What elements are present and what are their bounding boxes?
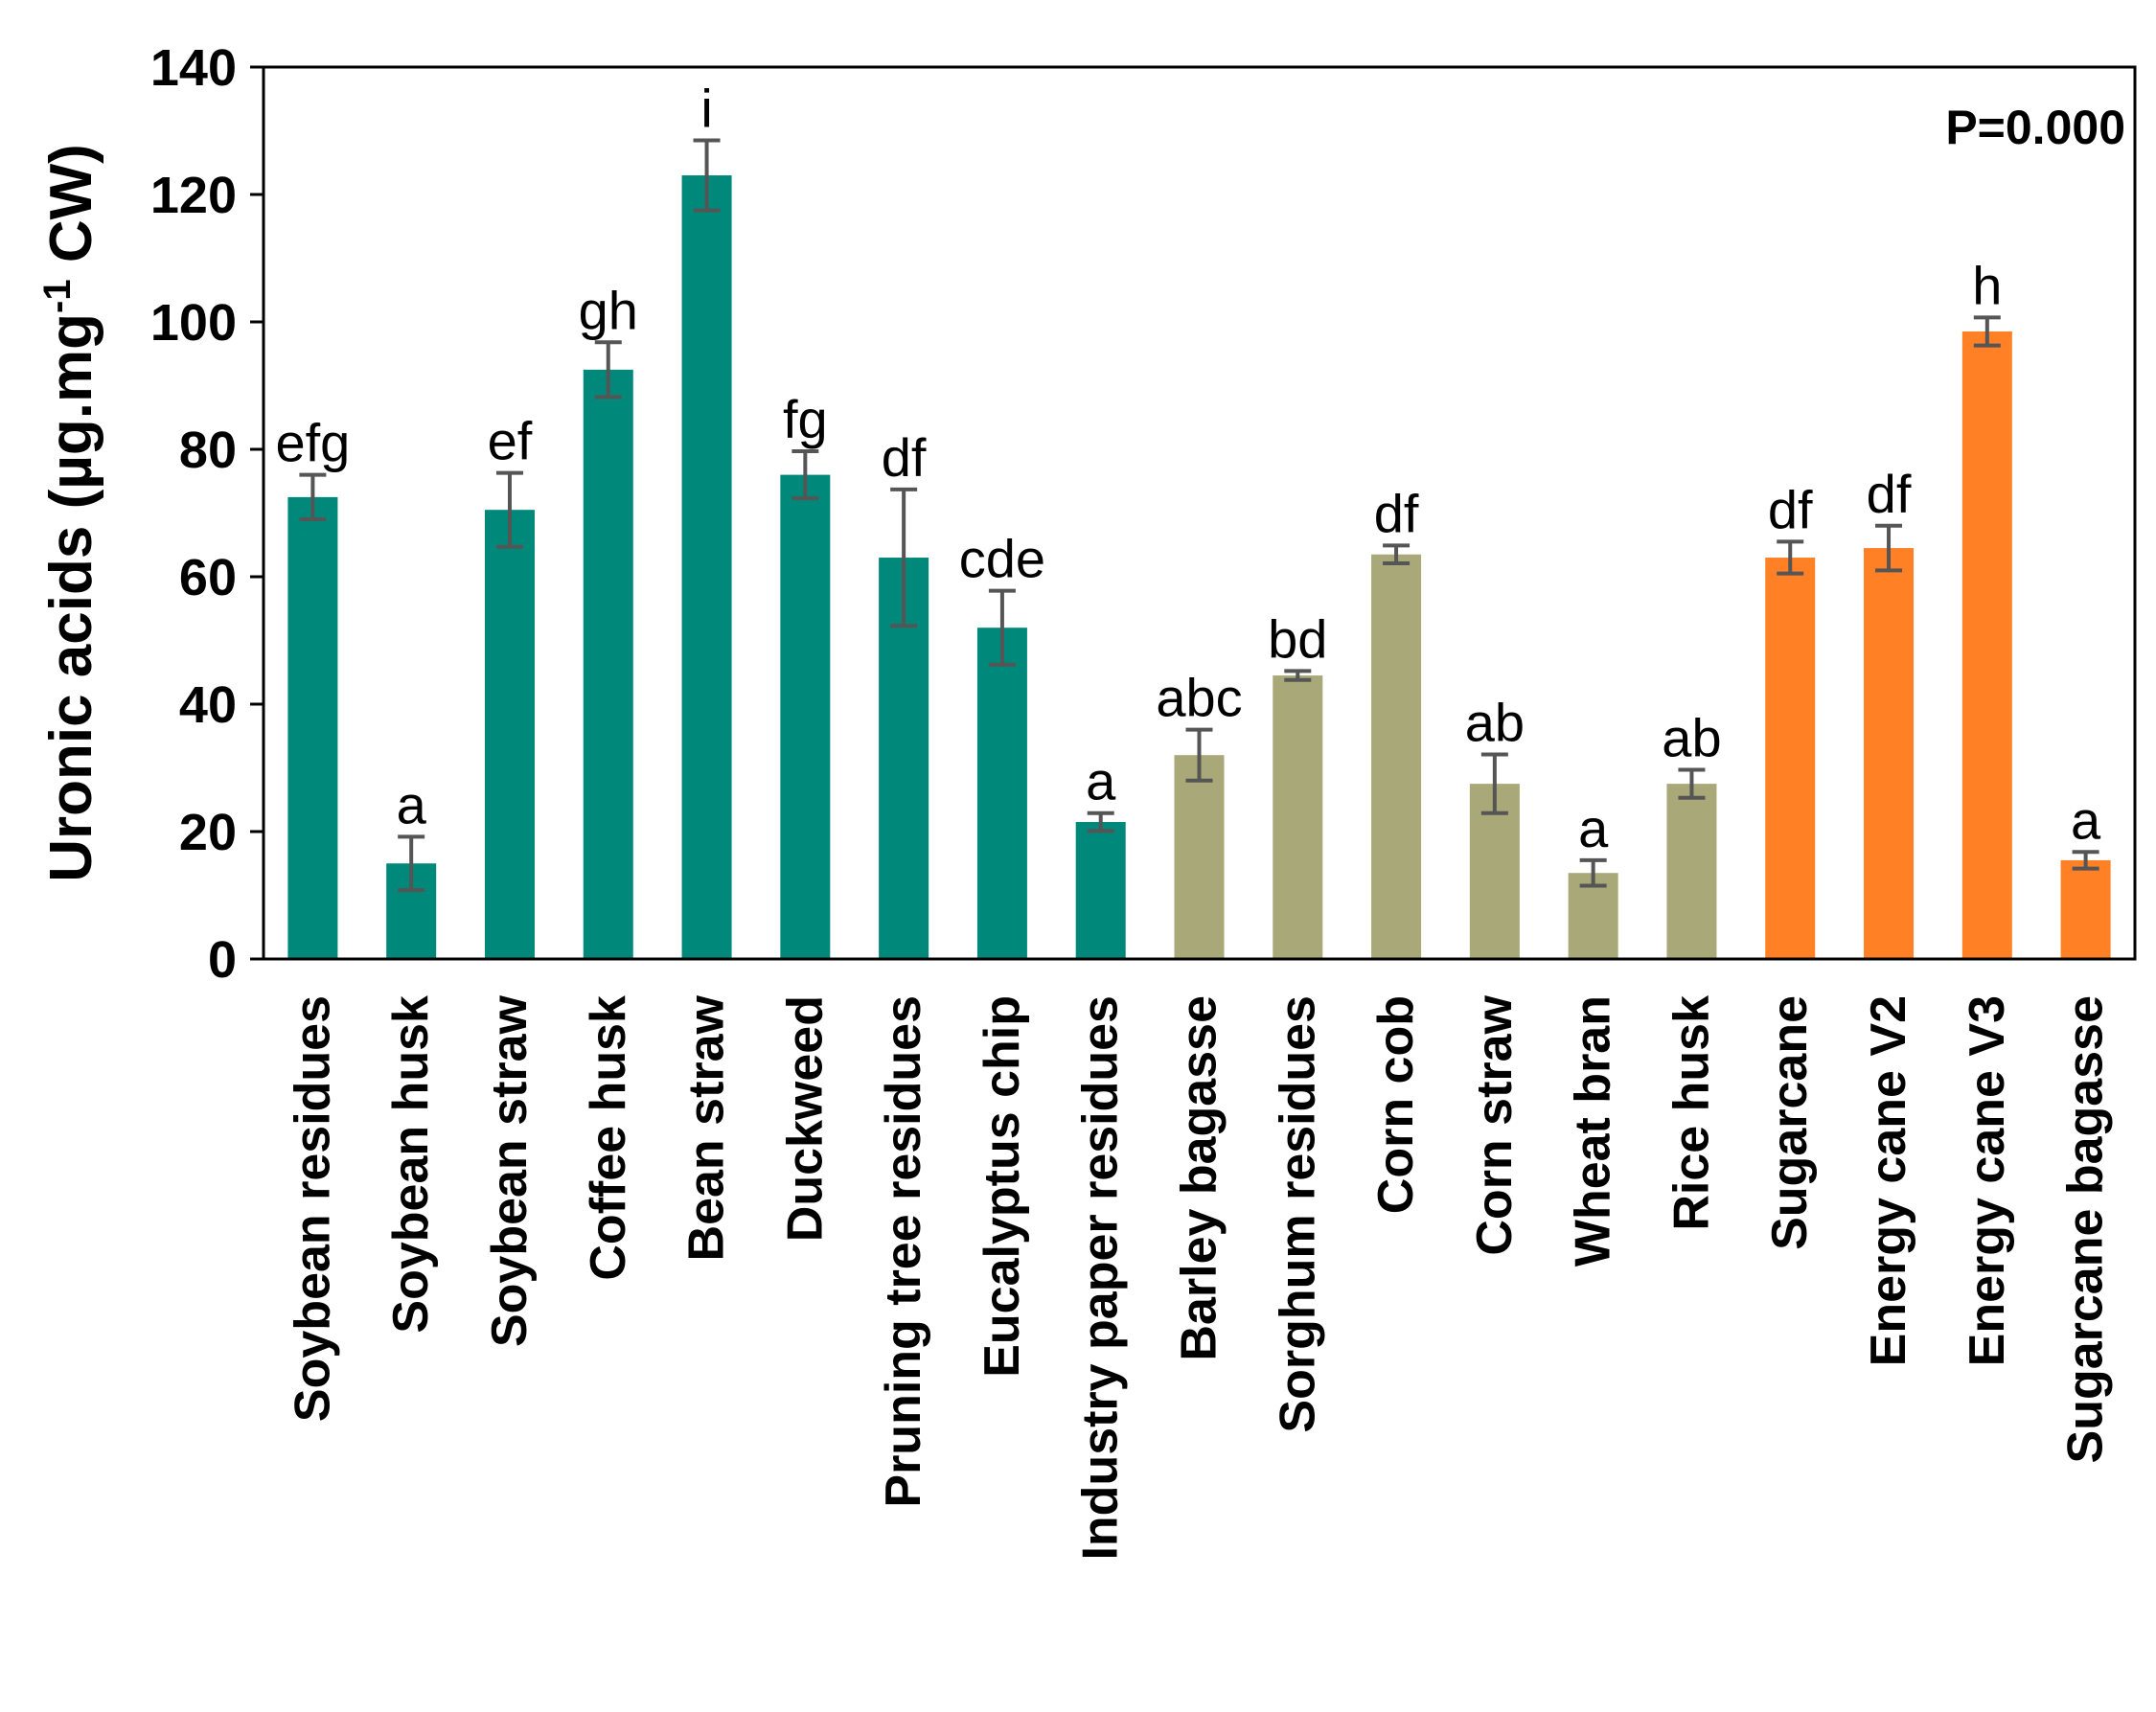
category-label-2: Soybean straw [482,994,538,1347]
category-label-5: Duckweed [777,995,833,1242]
significance-label-17: h [1972,255,2002,315]
y-tick-label-6: 120 [150,167,237,224]
y-tick-label-5: 100 [150,294,237,352]
error-bar-2 [495,470,523,549]
error-bar-6 [890,487,918,628]
error-bar-12 [1480,752,1508,815]
error-bar-18 [2072,850,2099,871]
y-axis-title-superscript: -1 [36,279,79,313]
error-bar-14 [1678,767,1706,800]
category-label-12: Corn straw [1467,994,1523,1255]
category-label-15: Sugarcane [1762,995,1818,1250]
category-label-11: Corn cob [1368,995,1424,1214]
bar-17 [1961,331,2012,960]
error-bar-5 [791,448,819,501]
error-bar-11 [1383,543,1411,566]
category-label-3: Coffee husk [581,995,636,1281]
bar-0 [287,496,338,959]
p-value-annotation: P=0.000 [1945,101,2125,154]
significance-label-15: df [1768,479,1813,539]
error-bar-0 [299,472,327,522]
significance-label-7: cde [959,529,1045,589]
y-tick-label-1: 20 [179,804,237,861]
significance-label-8: a [1086,751,1116,811]
category-label-13: Wheat bran [1566,995,1621,1267]
significance-label-12: ab [1465,693,1525,753]
category-label-9: Barley bagasse [1172,995,1227,1361]
bar-8 [1075,822,1126,959]
category-label-4: Bean straw [679,994,735,1261]
error-bar-1 [398,834,425,893]
y-axis-title: Uronic acids (µg.mg-1 CW) [36,144,104,882]
significance-label-18: a [2071,789,2101,850]
error-bars-layer [299,138,2099,893]
y-axis-title-main: Uronic acids (µg.mg [38,313,104,882]
y-ticks-layer: 0 20 40 60 80 100 120 140 [150,39,264,989]
error-bar-15 [1777,539,1804,576]
significance-label-10: bd [1268,608,1327,669]
bar-4 [681,175,732,960]
y-tick-label-0: 0 [208,931,237,989]
bar-10 [1273,675,1323,959]
category-label-6: Pruning tree residues [876,995,931,1508]
significance-label-11: df [1374,483,1419,543]
significance-label-9: abc [1156,668,1242,728]
category-label-7: Eucalyptus chip [975,995,1030,1378]
significance-label-13: a [1578,798,1609,858]
bars-layer [287,175,2111,960]
category-labels-layer: Soybean residues Soybean husk Soybean stra… [285,994,2113,1560]
category-label-18: Sugarcane bagasse [2058,995,2114,1463]
plot-frame-border [262,65,2137,961]
y-tick-label-4: 80 [179,422,237,479]
category-label-10: Sorghum residues [1270,995,1325,1433]
error-bar-10 [1284,669,1312,682]
category-label-16: Energy cane V2 [1861,995,1916,1366]
error-bar-8 [1087,810,1114,833]
significance-label-2: ef [488,411,533,471]
bar-18 [2060,859,2111,959]
y-tick-label-7: 140 [150,39,237,97]
significance-label-3: gh [579,280,638,340]
category-label-0: Soybean residues [285,995,340,1422]
significance-label-1: a [397,774,427,834]
bar-3 [583,369,633,959]
significance-label-16: df [1867,464,1912,524]
y-tick-label-2: 40 [179,676,237,734]
category-label-17: Energy cane V3 [1960,995,2015,1366]
bar-7 [976,628,1027,959]
y-axis-title-group: Uronic acids (µg.mg-1 CW) [36,144,104,882]
error-bar-13 [1579,857,1607,888]
error-bar-16 [1875,523,1903,573]
significance-label-4: i [700,78,712,138]
bar-9 [1174,755,1225,959]
significance-label-0: efg [275,413,350,473]
plot-frame [262,65,2137,961]
error-bar-17 [1973,315,2001,348]
bar-15 [1765,558,1816,959]
bar-16 [1864,548,1915,959]
y-tick-label-3: 60 [179,549,237,606]
significance-label-6: df [882,427,927,488]
error-bar-9 [1185,727,1213,783]
y-axis-title-suffix: CW) [38,144,104,279]
bar-11 [1371,554,1422,959]
bar-5 [780,474,831,959]
category-label-14: Rice husk [1663,995,1719,1231]
significance-label-14: ab [1662,707,1721,767]
category-label-1: Soybean husk [383,995,439,1334]
error-bar-7 [988,588,1016,667]
error-bar-3 [594,340,622,399]
bar-2 [484,510,535,959]
error-bar-4 [693,138,721,213]
bar-14 [1666,784,1717,959]
category-label-8: Industry paper residues [1073,995,1129,1561]
significance-label-5: fg [783,389,828,449]
